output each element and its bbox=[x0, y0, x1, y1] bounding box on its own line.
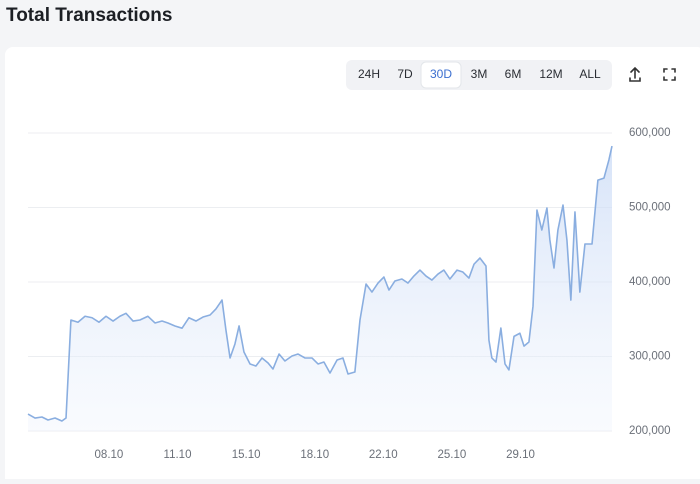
fullscreen-icon[interactable] bbox=[663, 68, 676, 81]
range-button[interactable]: 6M bbox=[505, 67, 522, 81]
y-tick-label: 500,000 bbox=[629, 202, 671, 214]
range-button[interactable]: 3M bbox=[471, 67, 488, 81]
x-tick-label: 15.10 bbox=[232, 449, 261, 461]
chart-title: Total Transactions bbox=[6, 5, 172, 26]
share-icon[interactable] bbox=[629, 66, 641, 82]
range-button[interactable]: 12M bbox=[539, 67, 562, 81]
y-tick-label: 600,000 bbox=[629, 127, 671, 139]
y-tick-label: 200,000 bbox=[629, 425, 671, 437]
area-fill bbox=[28, 146, 612, 431]
x-tick-label: 29.10 bbox=[506, 449, 535, 461]
range-button[interactable]: 30D bbox=[430, 67, 452, 81]
range-button[interactable]: ALL bbox=[579, 67, 601, 81]
line bbox=[27, 145, 613, 422]
range-selector bbox=[346, 60, 612, 90]
x-tick-label: 11.10 bbox=[164, 449, 192, 461]
y-tick-label: 400,000 bbox=[629, 276, 671, 288]
x-tick-label: 22.10 bbox=[369, 449, 398, 461]
range-button[interactable]: 7D bbox=[397, 67, 413, 81]
range-button[interactable]: 24H bbox=[358, 67, 380, 81]
x-tick-label: 08.10 bbox=[95, 449, 124, 461]
range-button-selected[interactable] bbox=[420, 61, 462, 89]
x-tick-label: 18.10 bbox=[300, 449, 329, 461]
x-tick-label: 25.10 bbox=[437, 449, 466, 461]
y-tick-label: 300,000 bbox=[629, 351, 671, 363]
